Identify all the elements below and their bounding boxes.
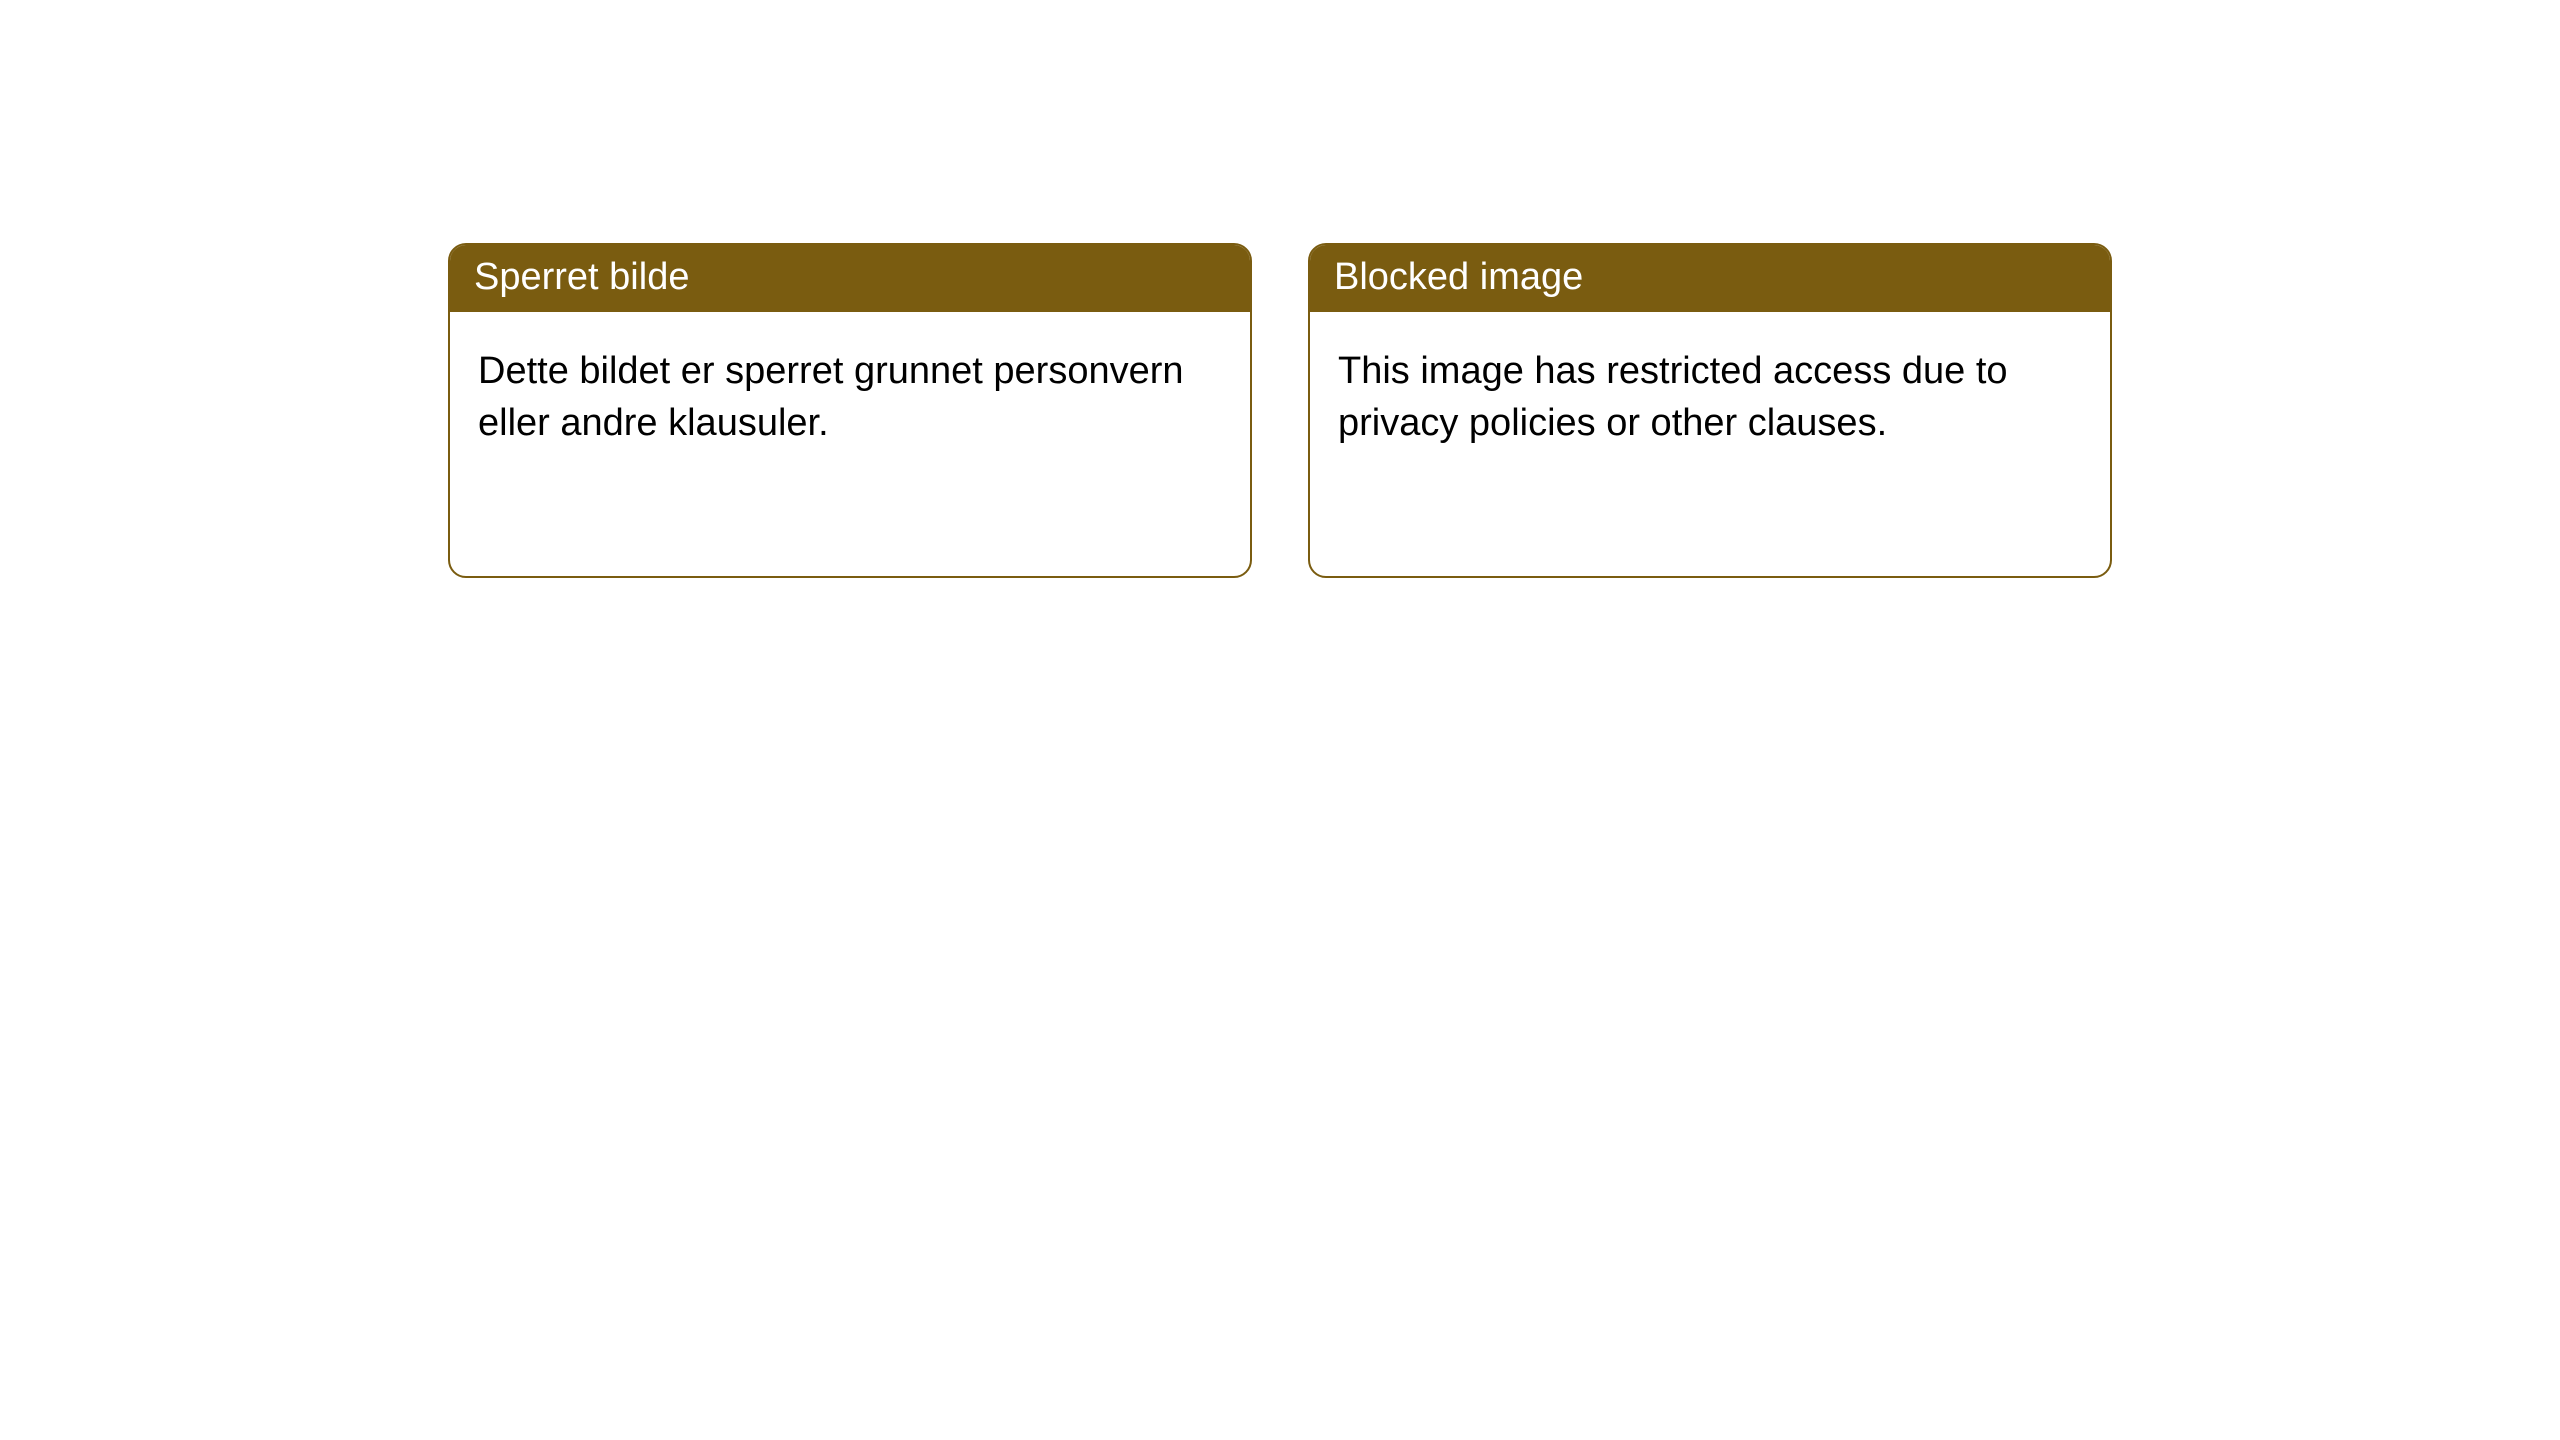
card-body: This image has restricted access due to … [1310, 312, 2110, 483]
card-header: Sperret bilde [450, 245, 1250, 312]
card-body-text: This image has restricted access due to … [1338, 350, 2008, 443]
card-title: Sperret bilde [474, 256, 689, 298]
notice-card-english: Blocked image This image has restricted … [1308, 243, 2112, 578]
notice-card-norwegian: Sperret bilde Dette bildet er sperret gr… [448, 243, 1252, 578]
card-body-text: Dette bildet er sperret grunnet personve… [478, 350, 1184, 443]
card-title: Blocked image [1334, 256, 1583, 298]
notice-container: Sperret bilde Dette bildet er sperret gr… [0, 0, 2560, 578]
card-body: Dette bildet er sperret grunnet personve… [450, 312, 1250, 483]
card-header: Blocked image [1310, 245, 2110, 312]
